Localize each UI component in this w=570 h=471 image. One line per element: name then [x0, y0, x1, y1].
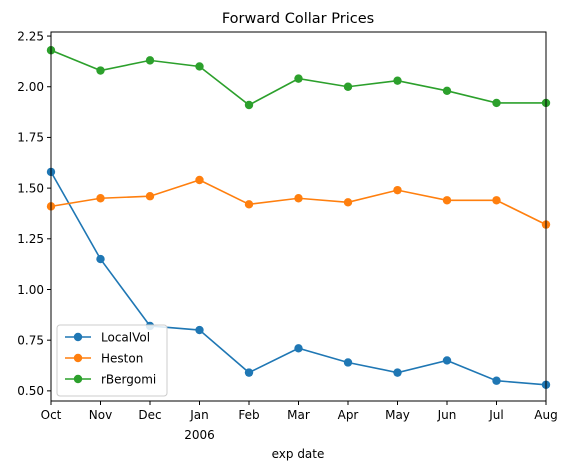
plot-area	[46, 46, 551, 389]
data-point-heston	[96, 194, 105, 203]
data-point-localvol	[492, 376, 501, 385]
data-point-rbergomi	[244, 100, 254, 110]
legend-marker	[73, 332, 83, 342]
data-point-localvol	[343, 358, 353, 367]
legend: LocalVol Heston rBergomi	[56, 324, 168, 397]
y-tick-label: 1.25	[17, 232, 44, 246]
x-tick-label: Jul	[488, 408, 503, 422]
x-tick-label: Jun	[437, 408, 457, 422]
data-point-rbergomi	[393, 76, 402, 85]
y-tick-label: 2.25	[17, 29, 44, 43]
x-tick-label: Feb	[238, 408, 259, 422]
data-point-heston	[492, 196, 501, 205]
data-point-heston	[145, 192, 155, 201]
data-point-rbergomi	[294, 74, 303, 83]
x-tick-label: May	[385, 408, 410, 422]
x-tick-label: Oct	[41, 408, 62, 422]
data-point-rbergomi	[96, 66, 105, 75]
x-tick-label: Aug	[534, 408, 557, 422]
legend-label: Heston	[101, 351, 143, 365]
data-point-localvol	[442, 356, 452, 365]
data-point-heston	[343, 198, 353, 207]
data-point-localvol	[96, 254, 105, 264]
data-point-rbergomi	[195, 62, 204, 71]
data-point-heston	[393, 185, 402, 195]
legend-label: LocalVol	[101, 330, 150, 344]
axes: 0.50 0.75 1.00 1.25 1.50 1.75 2.00 2.25 Oct Nov De…	[17, 29, 557, 442]
x-tick-label: Mar	[287, 408, 310, 422]
legend-marker	[73, 374, 83, 384]
legend-label: rBergomi	[101, 372, 156, 386]
data-point-localvol	[294, 344, 303, 353]
data-point-heston	[294, 194, 303, 203]
data-point-heston	[195, 175, 204, 185]
data-point-heston	[244, 200, 254, 209]
y-tick-label: 0.50	[17, 384, 44, 398]
series-group	[46, 46, 551, 389]
x-tick-label: Apr	[338, 408, 359, 422]
y-tick-label: 2.00	[17, 80, 44, 94]
data-point-heston	[442, 196, 452, 205]
x-tick-label: Nov	[89, 408, 112, 422]
data-point-rbergomi	[442, 86, 452, 95]
y-tick-label: 1.50	[17, 181, 44, 195]
data-point-rbergomi	[145, 56, 155, 65]
x-tick-label: Dec	[138, 408, 161, 422]
y-tick-label: 1.00	[17, 283, 44, 297]
x-tick-label: Jan	[189, 408, 209, 422]
x-axis-label: exp date	[272, 447, 325, 461]
chart-title: Forward Collar Prices	[222, 11, 374, 27]
y-tick-label: 1.75	[17, 131, 44, 145]
data-point-localvol	[244, 368, 254, 377]
x-tick-year-label: 2006	[184, 428, 215, 442]
data-point-localvol	[393, 368, 402, 377]
data-point-rbergomi	[343, 82, 353, 91]
y-tick-label: 0.75	[17, 333, 44, 347]
data-point-localvol	[195, 325, 204, 335]
legend-marker	[73, 353, 83, 363]
data-point-rbergomi	[492, 98, 501, 108]
